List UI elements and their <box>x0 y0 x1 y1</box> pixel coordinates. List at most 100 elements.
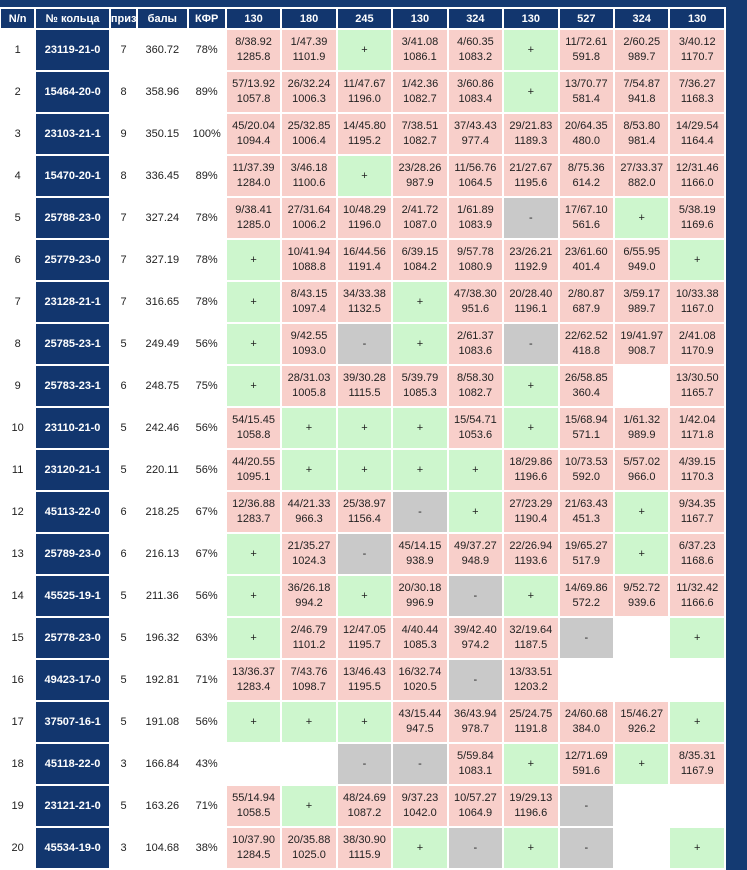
row-cell: 18 <box>1 744 35 784</box>
place-speed: 57/13.92 <box>232 78 275 90</box>
empty-result <box>615 660 669 700</box>
points: 572.2 <box>572 597 601 609</box>
race-result: 21/35.27 1024.3 <box>282 534 336 574</box>
place-speed: 4/60.35 <box>457 36 494 48</box>
place-speed: 11/37.39 <box>232 162 275 174</box>
row-cell: 71% <box>188 660 225 700</box>
place-speed: 25/32.85 <box>287 120 331 132</box>
race-result: 27/33.37 882.0 <box>615 156 669 196</box>
place-speed: 36/43.94 <box>453 708 497 720</box>
table-row: 9 25783-23-1 6 248.75 75% +28/31.03 1005.8 39/3… <box>1 366 724 406</box>
ring-number: 37507-16-1 <box>36 702 109 742</box>
race-result: 6/37.23 1168.6 <box>670 534 724 574</box>
race-result: 11/72.61 591.8 <box>559 30 613 70</box>
place-speed: 13/70.77 <box>564 78 608 90</box>
place-speed: 9/38.41 <box>235 204 272 216</box>
place-speed: 13/36.37 <box>232 666 275 678</box>
place-speed: 19/29.13 <box>509 792 553 804</box>
points: 908.7 <box>627 345 656 357</box>
race-result: 8/35.31 1167.9 <box>670 744 724 784</box>
place-speed: 26/58.85 <box>564 372 608 384</box>
points: 561.6 <box>572 219 601 231</box>
row-cell: 15 <box>1 618 35 658</box>
row-cell: 218.25 <box>138 492 187 532</box>
place-speed: 39/30.28 <box>343 372 386 384</box>
row-cell: 17 <box>1 702 35 742</box>
race-result: 44/21.33 966.3 <box>282 492 336 532</box>
race-result: 37/43.43 977.4 <box>448 114 503 154</box>
race-result: 18/29.86 1196.6 <box>504 450 558 490</box>
place-speed: 45/20.04 <box>232 120 275 132</box>
place-speed: 14/69.86 <box>564 582 608 594</box>
place-speed: 10/33.38 <box>675 288 719 300</box>
points: 1284.5 <box>236 849 271 861</box>
points: 1020.5 <box>403 681 437 693</box>
race-result: 20/28.40 1196.1 <box>504 282 558 322</box>
points: 1088.8 <box>292 261 326 273</box>
place-speed: 8/43.15 <box>290 288 328 300</box>
points: 987.9 <box>406 177 434 189</box>
points: 939.6 <box>627 597 656 609</box>
place-speed: 37/43.43 <box>453 120 497 132</box>
place-speed: 32/19.64 <box>509 624 553 636</box>
points: 451.3 <box>572 513 601 525</box>
points: 1087.0 <box>403 219 437 231</box>
race-minus: - <box>393 492 447 532</box>
place-speed: 3/46.18 <box>290 162 328 174</box>
place-speed: 14/45.80 <box>343 120 386 132</box>
ring-number: 25783-23-1 <box>36 366 109 406</box>
column-header: № кольца <box>36 9 109 28</box>
race-result: 9/37.23 1042.0 <box>393 786 447 826</box>
race-plus: + <box>615 198 669 238</box>
place-speed: 2/41.08 <box>678 330 716 342</box>
points: 989.9 <box>627 429 656 441</box>
place-speed: 1/47.39 <box>290 36 328 48</box>
race-minus: - <box>504 324 558 364</box>
place-speed: 6/55.95 <box>623 246 661 258</box>
race-result: 38/30.90 1115.9 <box>337 828 392 868</box>
place-speed: 24/60.68 <box>564 708 608 720</box>
ring-number: 25788-23-0 <box>36 198 109 238</box>
race-result: 23/26.21 1192.9 <box>504 240 558 280</box>
points: 517.9 <box>572 555 601 567</box>
results-table: N/n № кольца приз балы КФР 130 180 245 130 324 130… <box>0 7 726 870</box>
race-result: 13/46.43 1195.5 <box>337 660 392 700</box>
points: 1156.4 <box>348 513 381 525</box>
points: 1165.7 <box>680 387 714 399</box>
race-result: 2/41.08 1170.9 <box>670 324 724 364</box>
row-cell: 56% <box>188 450 225 490</box>
points: 1006.3 <box>292 93 326 105</box>
points: 1101.2 <box>292 639 326 651</box>
race-result: 4/39.15 1170.3 <box>670 450 724 490</box>
race-result: 20/35.88 1025.0 <box>282 828 336 868</box>
race-result: 27/23.29 1190.4 <box>504 492 558 532</box>
column-header: КФР <box>188 9 225 28</box>
points: 1193.6 <box>514 555 548 567</box>
race-result: 9/52.72 939.6 <box>615 576 669 616</box>
place-speed: 25/38.97 <box>343 498 386 510</box>
empty-result <box>615 618 669 658</box>
points: 1097.4 <box>292 303 326 315</box>
race-plus: + <box>393 828 447 868</box>
race-plus: + <box>337 30 392 70</box>
points: 1191.4 <box>348 261 381 273</box>
place-speed: 2/61.37 <box>457 330 494 342</box>
race-minus: - <box>337 324 392 364</box>
points: 1053.6 <box>458 429 493 441</box>
race-result: 15/68.94 571.1 <box>559 408 613 448</box>
race-result: 29/21.83 1189.3 <box>504 114 558 154</box>
table-row: 16 49423-17-0 5 192.81 71% 13/36.37 1283.4 7/43… <box>1 660 724 700</box>
column-header: балы <box>138 9 187 28</box>
race-result: 12/71.69 591.6 <box>559 744 613 784</box>
place-speed: 1/42.04 <box>678 414 716 426</box>
ring-number: 23128-21-1 <box>36 282 109 322</box>
row-cell: 89% <box>188 72 225 112</box>
race-plus: + <box>504 408 558 448</box>
race-plus: + <box>337 576 392 616</box>
place-speed: 18/29.86 <box>509 456 553 468</box>
row-cell: 56% <box>188 408 225 448</box>
race-result: 13/70.77 581.4 <box>559 72 613 112</box>
points: 1115.9 <box>348 849 381 861</box>
place-speed: 8/53.80 <box>623 120 661 132</box>
place-speed: 54/15.45 <box>232 414 275 426</box>
